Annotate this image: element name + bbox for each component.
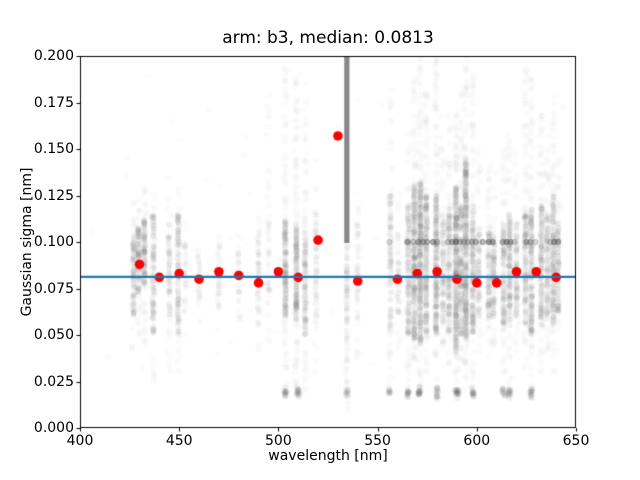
y-tick-label: 0.050 (33, 327, 74, 343)
x-tick-label: 400 (66, 433, 94, 449)
y-tick-label: 0.025 (33, 373, 74, 390)
y-tick-label: 0.100 (33, 234, 74, 250)
chart-title: arm: b3, median: 0.0813 (222, 28, 434, 48)
y-tick-label: 0.150 (33, 141, 74, 157)
y-tick-label: 0.175 (33, 94, 74, 111)
x-tick-label: 550 (364, 433, 391, 449)
x-tick-label: 450 (165, 433, 193, 449)
y-tick-label: 0.125 (33, 187, 74, 204)
x-tick-label: 650 (562, 433, 590, 449)
y-tick-label: 0.075 (33, 280, 74, 297)
x-axis-label: wavelength [nm] (268, 448, 388, 464)
y-tick-label: 0.200 (33, 48, 74, 64)
x-tick-label: 500 (265, 433, 292, 449)
x-tick-label: 600 (463, 433, 491, 449)
y-tick-label: 0.000 (33, 420, 74, 436)
